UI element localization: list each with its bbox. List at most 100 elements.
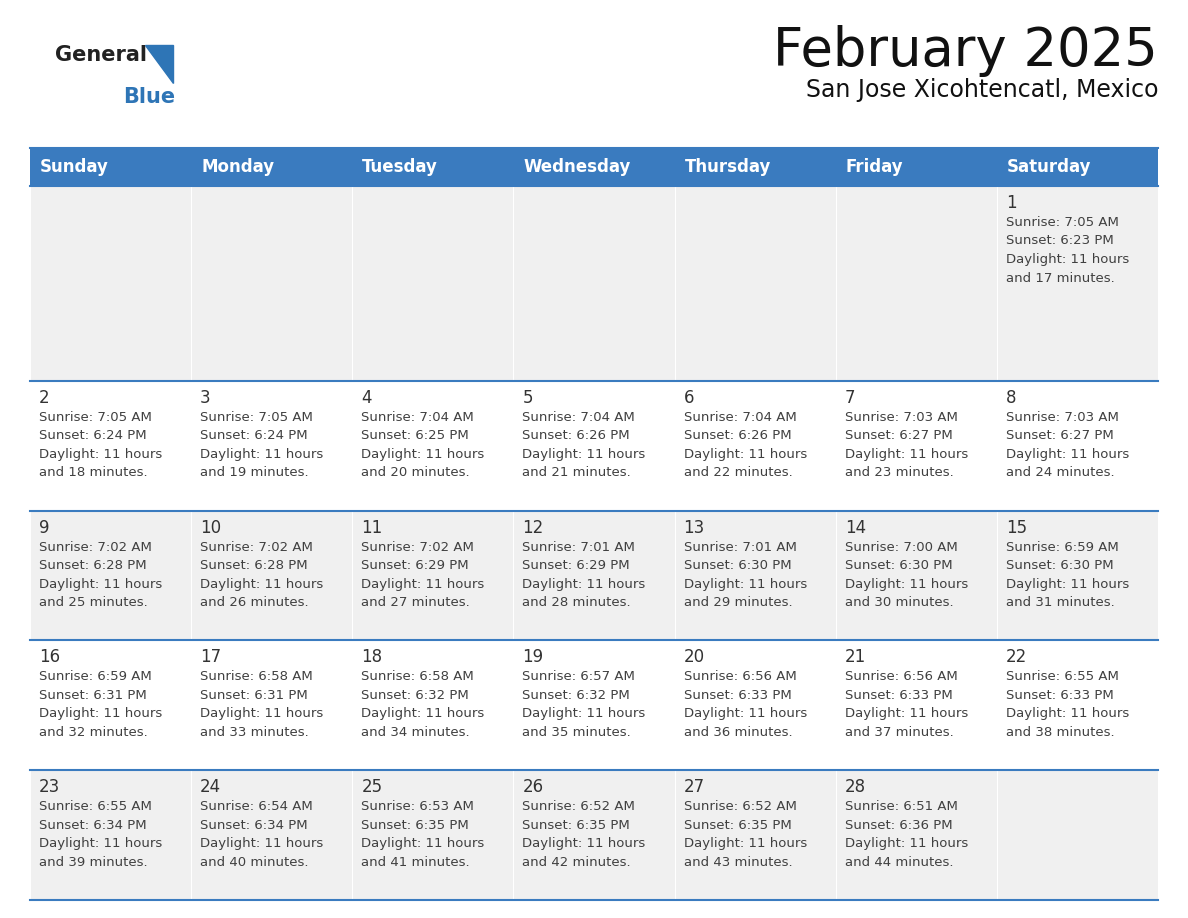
Text: Sunrise: 6:58 AM: Sunrise: 6:58 AM (200, 670, 312, 683)
Text: Sunrise: 6:54 AM: Sunrise: 6:54 AM (200, 800, 312, 813)
Text: Thursday: Thursday (684, 158, 771, 176)
Text: Sunrise: 6:59 AM: Sunrise: 6:59 AM (39, 670, 152, 683)
Text: 21: 21 (845, 648, 866, 666)
Text: Sunset: 6:30 PM: Sunset: 6:30 PM (683, 559, 791, 572)
Text: and 31 minutes.: and 31 minutes. (1006, 596, 1114, 609)
Text: and 20 minutes.: and 20 minutes. (361, 466, 470, 479)
Text: Daylight: 11 hours: Daylight: 11 hours (683, 448, 807, 461)
Text: and 18 minutes.: and 18 minutes. (39, 466, 147, 479)
Text: and 37 minutes.: and 37 minutes. (845, 726, 954, 739)
Text: 17: 17 (200, 648, 221, 666)
Text: and 39 minutes.: and 39 minutes. (39, 856, 147, 868)
Bar (997, 381, 1158, 510)
Text: Daylight: 11 hours: Daylight: 11 hours (361, 837, 485, 850)
Bar (30, 770, 191, 900)
Text: Sunday: Sunday (40, 158, 109, 176)
Text: Sunrise: 6:58 AM: Sunrise: 6:58 AM (361, 670, 474, 683)
Text: Sunset: 6:32 PM: Sunset: 6:32 PM (523, 688, 630, 702)
Text: 27: 27 (683, 778, 704, 796)
Text: Sunset: 6:26 PM: Sunset: 6:26 PM (523, 430, 630, 442)
Text: and 28 minutes.: and 28 minutes. (523, 596, 631, 609)
Text: and 41 minutes.: and 41 minutes. (361, 856, 470, 868)
Text: Daylight: 11 hours: Daylight: 11 hours (683, 708, 807, 721)
Text: and 26 minutes.: and 26 minutes. (200, 596, 309, 609)
Text: Sunset: 6:33 PM: Sunset: 6:33 PM (1006, 688, 1113, 702)
Text: Daylight: 11 hours: Daylight: 11 hours (361, 448, 485, 461)
Text: Daylight: 11 hours: Daylight: 11 hours (845, 708, 968, 721)
Bar (191, 510, 353, 641)
Bar (835, 641, 997, 770)
Text: Sunrise: 7:01 AM: Sunrise: 7:01 AM (683, 541, 796, 554)
Bar (30, 641, 191, 770)
Bar (30, 510, 191, 641)
Text: Daylight: 11 hours: Daylight: 11 hours (200, 708, 323, 721)
Text: 1: 1 (1006, 194, 1017, 212)
Bar (191, 770, 353, 900)
Text: General: General (55, 45, 147, 65)
Text: 14: 14 (845, 519, 866, 536)
Text: Daylight: 11 hours: Daylight: 11 hours (1006, 577, 1129, 590)
Text: Sunrise: 6:55 AM: Sunrise: 6:55 AM (1006, 670, 1119, 683)
Bar (513, 770, 675, 900)
Text: 20: 20 (683, 648, 704, 666)
Text: Sunset: 6:31 PM: Sunset: 6:31 PM (39, 688, 147, 702)
Text: Daylight: 11 hours: Daylight: 11 hours (845, 837, 968, 850)
Text: and 29 minutes.: and 29 minutes. (683, 596, 792, 609)
Bar (191, 381, 353, 510)
Text: Sunset: 6:35 PM: Sunset: 6:35 PM (523, 819, 630, 832)
Text: and 23 minutes.: and 23 minutes. (845, 466, 954, 479)
Text: Sunrise: 6:56 AM: Sunrise: 6:56 AM (683, 670, 796, 683)
Text: Sunrise: 7:05 AM: Sunrise: 7:05 AM (1006, 216, 1119, 229)
Text: Sunrise: 7:02 AM: Sunrise: 7:02 AM (39, 541, 152, 554)
Text: Sunrise: 6:59 AM: Sunrise: 6:59 AM (1006, 541, 1119, 554)
Bar (675, 510, 835, 641)
Bar (30, 148, 1158, 186)
Text: Daylight: 11 hours: Daylight: 11 hours (1006, 448, 1129, 461)
Text: Sunset: 6:27 PM: Sunset: 6:27 PM (845, 430, 953, 442)
Text: Sunset: 6:28 PM: Sunset: 6:28 PM (39, 559, 146, 572)
Bar (513, 641, 675, 770)
Text: Sunrise: 7:05 AM: Sunrise: 7:05 AM (39, 410, 152, 424)
Text: Sunset: 6:29 PM: Sunset: 6:29 PM (361, 559, 469, 572)
Text: Sunset: 6:24 PM: Sunset: 6:24 PM (200, 430, 308, 442)
Text: Sunset: 6:25 PM: Sunset: 6:25 PM (361, 430, 469, 442)
Text: Sunset: 6:36 PM: Sunset: 6:36 PM (845, 819, 953, 832)
Text: and 32 minutes.: and 32 minutes. (39, 726, 147, 739)
Text: San Jose Xicohtencatl, Mexico: San Jose Xicohtencatl, Mexico (805, 78, 1158, 102)
Bar (513, 186, 675, 381)
Text: and 40 minutes.: and 40 minutes. (200, 856, 309, 868)
Text: Sunrise: 6:56 AM: Sunrise: 6:56 AM (845, 670, 958, 683)
Text: and 42 minutes.: and 42 minutes. (523, 856, 631, 868)
Text: Daylight: 11 hours: Daylight: 11 hours (200, 837, 323, 850)
Text: Daylight: 11 hours: Daylight: 11 hours (1006, 708, 1129, 721)
Text: and 33 minutes.: and 33 minutes. (200, 726, 309, 739)
Text: Sunset: 6:30 PM: Sunset: 6:30 PM (845, 559, 953, 572)
Bar (513, 510, 675, 641)
Text: Daylight: 11 hours: Daylight: 11 hours (1006, 253, 1129, 266)
Bar (997, 510, 1158, 641)
Bar (675, 770, 835, 900)
Text: Daylight: 11 hours: Daylight: 11 hours (523, 448, 646, 461)
Text: Sunset: 6:34 PM: Sunset: 6:34 PM (200, 819, 308, 832)
Text: and 35 minutes.: and 35 minutes. (523, 726, 631, 739)
Text: and 30 minutes.: and 30 minutes. (845, 596, 953, 609)
Bar (353, 770, 513, 900)
Text: 7: 7 (845, 388, 855, 407)
Bar (835, 510, 997, 641)
Text: Sunrise: 7:01 AM: Sunrise: 7:01 AM (523, 541, 636, 554)
Text: 3: 3 (200, 388, 210, 407)
Text: Tuesday: Tuesday (362, 158, 438, 176)
Text: 22: 22 (1006, 648, 1028, 666)
Text: and 19 minutes.: and 19 minutes. (200, 466, 309, 479)
Text: 23: 23 (39, 778, 61, 796)
Text: 25: 25 (361, 778, 383, 796)
Text: Sunset: 6:35 PM: Sunset: 6:35 PM (683, 819, 791, 832)
Text: 2: 2 (39, 388, 50, 407)
Text: and 27 minutes.: and 27 minutes. (361, 596, 470, 609)
Text: Sunset: 6:24 PM: Sunset: 6:24 PM (39, 430, 146, 442)
Bar (30, 381, 191, 510)
Bar (835, 770, 997, 900)
Text: Daylight: 11 hours: Daylight: 11 hours (523, 708, 646, 721)
Text: Daylight: 11 hours: Daylight: 11 hours (39, 577, 163, 590)
Text: Sunset: 6:28 PM: Sunset: 6:28 PM (200, 559, 308, 572)
